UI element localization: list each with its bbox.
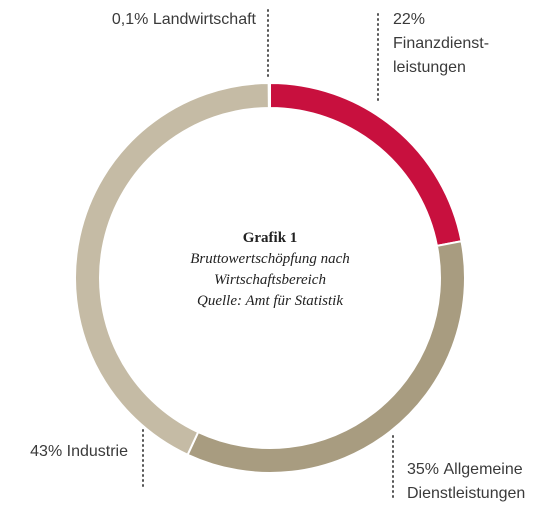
category-label: Industrie xyxy=(66,443,128,460)
category-label: Allgemeine Dienstleistungen xyxy=(407,461,526,502)
center-text: Grafik 1 Bruttowertschöpfung nach Wirtsc… xyxy=(190,228,350,312)
data-label: 35% Allgemeine Dienstleistungen xyxy=(407,458,548,506)
chart-title: Grafik 1 xyxy=(242,230,298,246)
category-label: Finanzdienst-leistungen xyxy=(393,35,490,76)
donut-segment xyxy=(269,81,463,248)
value-label: 35% xyxy=(407,461,440,478)
data-label: 0,1% Landwirtschaft xyxy=(40,8,256,32)
data-label: 22% Finanzdienst-leistungen xyxy=(393,8,523,80)
category-label: Landwirtschaft xyxy=(152,11,256,28)
chart-source: Quelle: Amt für Statistik xyxy=(197,293,343,309)
value-label: 0,1% xyxy=(111,11,149,28)
leaders xyxy=(142,9,394,501)
value-label: 43% xyxy=(30,443,63,460)
data-label: 43% Industrie xyxy=(0,440,128,464)
donut-segment xyxy=(267,81,271,110)
chart-subtitle: Bruttowertschöpfung nach Wirtschaftsbere… xyxy=(190,251,350,288)
value-label: 22% xyxy=(393,11,426,28)
